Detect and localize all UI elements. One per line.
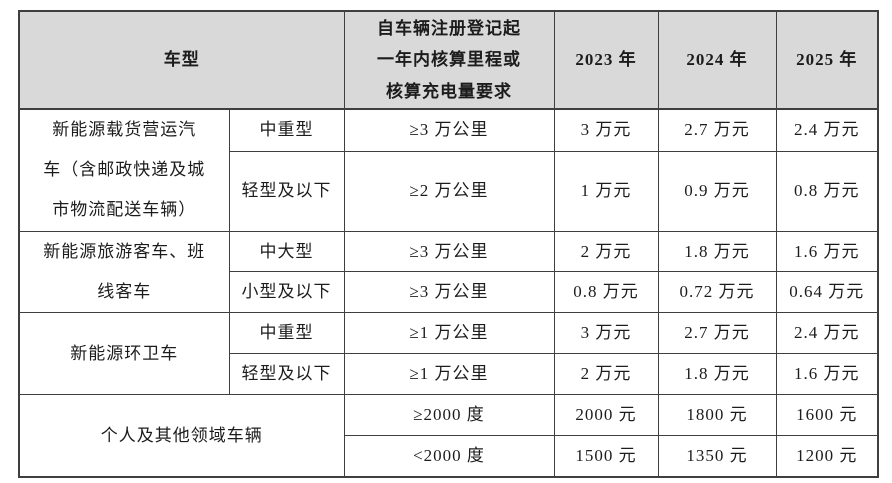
cell-amount-2025: 1.6 万元 — [775, 230, 879, 273]
table-row: <2000 度 1500 元 1350 元 1200 元 — [19, 435, 879, 478]
cell-amount-2025: 1200 元 — [775, 435, 879, 478]
table-row: 轻型及以下 ≥2 万公里 1 万元 0.9 万元 0.8 万元 — [19, 150, 879, 232]
cell-category: 新能源载货营运汽 车（含邮政快递及城 市物流配送车辆） — [18, 108, 230, 232]
cell-amount-2025: 2.4 万元 — [775, 108, 879, 152]
cell-subtype: 小型及以下 — [228, 271, 345, 314]
cell-amount-2024: 2.7 万元 — [657, 312, 777, 355]
cell-subtype: 轻型及以下 — [228, 353, 345, 396]
cell-amount-2023: 3 万元 — [553, 312, 659, 355]
cell-requirement: ≥1 万公里 — [343, 312, 555, 355]
header-year-2024: 2024 年 — [657, 10, 777, 110]
table-row: 新能源载货营运汽 车（含邮政快递及城 市物流配送车辆） 中重型 ≥3 万公里 3… — [18, 108, 879, 232]
cell-category: 新能源环卫车 — [18, 312, 230, 396]
cell-amount-2023: 1 万元 — [553, 150, 659, 232]
table-row: 轻型及以下 ≥1 万公里 2 万元 1.8 万元 1.6 万元 — [19, 353, 879, 396]
cell-amount-2025: 2.4 万元 — [775, 312, 879, 355]
header-year-2025: 2025 年 — [775, 10, 879, 110]
cell-amount-2024: 2.7 万元 — [657, 108, 777, 152]
cell-requirement: ≥2000 度 — [343, 394, 555, 437]
cell-amount-2025: 0.64 万元 — [775, 271, 879, 314]
table-row: 新能源环卫车 中重型 ≥1 万公里 3 万元 2.7 万元 2.4 万元 — [18, 312, 879, 396]
cell-amount-2024: 1.8 万元 — [657, 353, 777, 396]
header-vehicle-type: 车型 — [18, 10, 345, 110]
cell-requirement: ≥3 万公里 — [343, 230, 555, 273]
header-requirement: 自车辆注册登记起 一年内核算里程或 核算充电量要求 — [343, 10, 555, 110]
header-row: 车型 自车辆注册登记起 一年内核算里程或 核算充电量要求 2023 年 2024… — [18, 10, 879, 110]
cell-requirement: ≥1 万公里 — [343, 353, 555, 396]
cell-amount-2025: 1600 元 — [775, 394, 879, 437]
cell-amount-2023: 2 万元 — [553, 230, 659, 273]
cell-subtype: 中重型 — [228, 108, 345, 152]
table-row: 个人及其他领域车辆 ≥2000 度 2000 元 1800 元 1600 元 — [18, 394, 879, 478]
cell-subtype: 中大型 — [228, 230, 345, 273]
cell-amount-2024: 1800 元 — [657, 394, 777, 437]
cell-amount-2025: 1.6 万元 — [775, 353, 879, 396]
cell-requirement: ≥2 万公里 — [343, 150, 555, 232]
header-year-2023: 2023 年 — [553, 10, 659, 110]
cell-subtype: 轻型及以下 — [228, 150, 345, 232]
subsidy-standards-table: 车型 自车辆注册登记起 一年内核算里程或 核算充电量要求 2023 年 2024… — [18, 10, 879, 479]
cell-amount-2025: 0.8 万元 — [775, 150, 879, 232]
cell-amount-2023: 3 万元 — [553, 108, 659, 152]
cell-amount-2024: 0.72 万元 — [657, 271, 777, 314]
cell-requirement: ≥3 万公里 — [343, 271, 555, 314]
cell-category: 新能源旅游客车、班 线客车 — [18, 230, 230, 314]
cell-amount-2024: 1350 元 — [657, 435, 777, 478]
cell-requirement: ≥3 万公里 — [343, 108, 555, 152]
cell-subtype: 中重型 — [228, 312, 345, 355]
cell-amount-2024: 1.8 万元 — [657, 230, 777, 273]
cell-amount-2023: 1500 元 — [553, 435, 659, 478]
cell-category: 个人及其他领域车辆 — [18, 394, 345, 478]
cell-requirement: <2000 度 — [343, 435, 555, 478]
cell-amount-2024: 0.9 万元 — [657, 150, 777, 232]
table-row: 新能源旅游客车、班 线客车 中大型 ≥3 万公里 2 万元 1.8 万元 1.6… — [18, 230, 879, 314]
cell-amount-2023: 0.8 万元 — [553, 271, 659, 314]
cell-amount-2023: 2000 元 — [553, 394, 659, 437]
table-row: 小型及以下 ≥3 万公里 0.8 万元 0.72 万元 0.64 万元 — [19, 271, 879, 314]
cell-amount-2023: 2 万元 — [553, 353, 659, 396]
